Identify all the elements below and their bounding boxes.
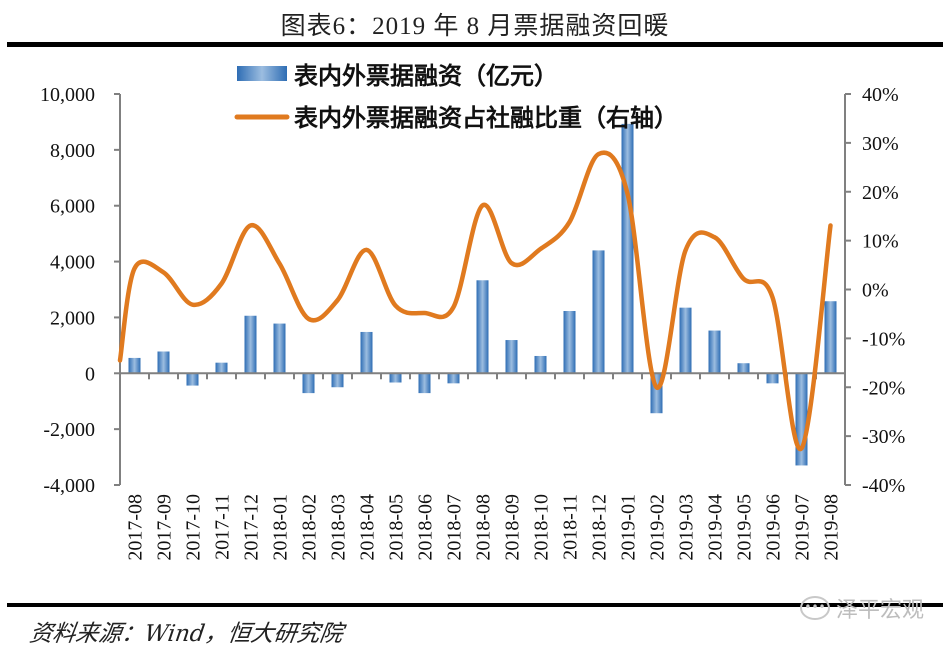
bar-2019-07 xyxy=(795,373,808,466)
x-tick-label: 2019-07 xyxy=(792,494,814,561)
x-tick-label: 2017-11 xyxy=(212,494,234,560)
x-tick-label: 2017-09 xyxy=(154,494,176,561)
bar-2018-01 xyxy=(273,323,286,374)
bar-2018-03 xyxy=(331,373,344,388)
x-tick-label: 2019-04 xyxy=(705,494,727,561)
left-tick-label: -4,000 xyxy=(43,475,95,497)
left-tick-label: 0 xyxy=(85,363,95,385)
bar-2019-01 xyxy=(621,123,634,374)
x-tick-label: 2019-03 xyxy=(676,494,698,561)
x-tick-label: 2018-06 xyxy=(415,494,437,561)
bar-2018-12 xyxy=(592,250,605,374)
bar-2018-11 xyxy=(563,311,576,374)
x-tick-label: 2019-02 xyxy=(647,494,669,561)
top-rule xyxy=(7,42,943,47)
right-tick-label: -10% xyxy=(862,328,905,350)
bar-2018-07 xyxy=(447,373,460,384)
x-tick-label: 2017-08 xyxy=(125,494,147,561)
watermark-text: 泽平宏观 xyxy=(836,598,925,623)
right-tick-label: 20% xyxy=(862,182,899,204)
x-tick-label: 2018-12 xyxy=(589,494,611,561)
axes: 10,000 8,000 6,000 4,000 2,000 0 -2,000 -4,000 4… xyxy=(40,84,905,561)
bar-2019-03 xyxy=(679,307,692,374)
left-tick-label: 6,000 xyxy=(50,196,95,218)
x-tick-label: 2018-02 xyxy=(299,494,321,561)
x-tick-label: 2019-05 xyxy=(734,494,756,561)
chart-title: 图表6：2019 年 8 月票据融资回暖 xyxy=(280,13,670,40)
bar-2018-04 xyxy=(360,331,373,374)
x-tick-label: 2019-01 xyxy=(618,494,640,561)
bar-2017-08 xyxy=(128,357,141,374)
left-tick-label: -2,000 xyxy=(43,419,95,441)
bar-2018-08 xyxy=(476,280,489,374)
bar-2019-05 xyxy=(737,363,750,374)
x-tick-label: 2018-07 xyxy=(444,494,466,561)
bar-2018-06 xyxy=(418,373,431,394)
bar-2017-11 xyxy=(215,362,228,374)
bar-2018-10 xyxy=(534,355,547,374)
bar-series xyxy=(128,123,837,466)
line-series xyxy=(117,150,833,452)
x-tick-label: 2018-03 xyxy=(328,494,350,561)
wechat-icon: ••• xyxy=(800,596,830,620)
x-tick-label: 2018-08 xyxy=(473,494,495,561)
left-tick-label: 10,000 xyxy=(40,84,95,106)
legend-line-label: 表内外票据融资占社融比重（右轴） xyxy=(294,104,678,132)
source-note: 资料来源：Wind，恒大研究院 xyxy=(27,621,345,647)
bar-2019-04 xyxy=(708,330,721,374)
left-tick-label: 4,000 xyxy=(50,252,95,274)
chart: 10,000 8,000 6,000 4,000 2,000 0 -2,000 -4,000 4… xyxy=(40,62,905,561)
right-tick-label: -40% xyxy=(862,475,905,497)
x-tick-label: 2017-10 xyxy=(183,494,205,561)
legend: 表内外票据融资（亿元） 表内外票据融资占社融比重（右轴） xyxy=(234,62,678,132)
bar-2017-10 xyxy=(186,373,199,386)
legend-bar-swatch xyxy=(237,66,287,81)
x-tick-label: 2019-08 xyxy=(821,494,843,561)
bottom-rule xyxy=(7,603,943,607)
right-tick-label: 30% xyxy=(862,133,899,155)
right-tick-label: 10% xyxy=(862,231,899,253)
bar-2019-06 xyxy=(766,373,779,384)
x-tick-label: 2018-10 xyxy=(531,494,553,561)
bar-2017-09 xyxy=(157,351,170,374)
x-tick-label: 2018-11 xyxy=(560,494,582,560)
right-tick-label: -20% xyxy=(862,377,905,399)
left-tick-label: 2,000 xyxy=(50,307,95,329)
x-tick-label: 2018-04 xyxy=(357,494,379,561)
x-tick-label: 2017-12 xyxy=(241,494,263,561)
bar-2018-05 xyxy=(389,373,402,383)
bar-2018-02 xyxy=(302,373,315,394)
bar-2017-12 xyxy=(244,315,257,374)
line-path xyxy=(117,150,833,452)
x-tick-label: 2018-01 xyxy=(270,494,292,561)
watermark: ••• 泽平宏观 xyxy=(800,592,924,624)
legend-bar-label: 表内外票据融资（亿元） xyxy=(294,62,558,90)
right-tick-label: 0% xyxy=(862,280,889,302)
left-tick-label: 8,000 xyxy=(50,140,95,162)
right-tick-label: 40% xyxy=(862,84,899,106)
bar-2018-09 xyxy=(505,340,518,374)
bar-2019-08 xyxy=(824,301,837,374)
x-tick-label: 2018-05 xyxy=(386,494,408,561)
right-tick-label: -30% xyxy=(862,426,905,448)
x-tick-label: 2018-09 xyxy=(502,494,524,561)
x-tick-label: 2019-06 xyxy=(763,494,785,561)
